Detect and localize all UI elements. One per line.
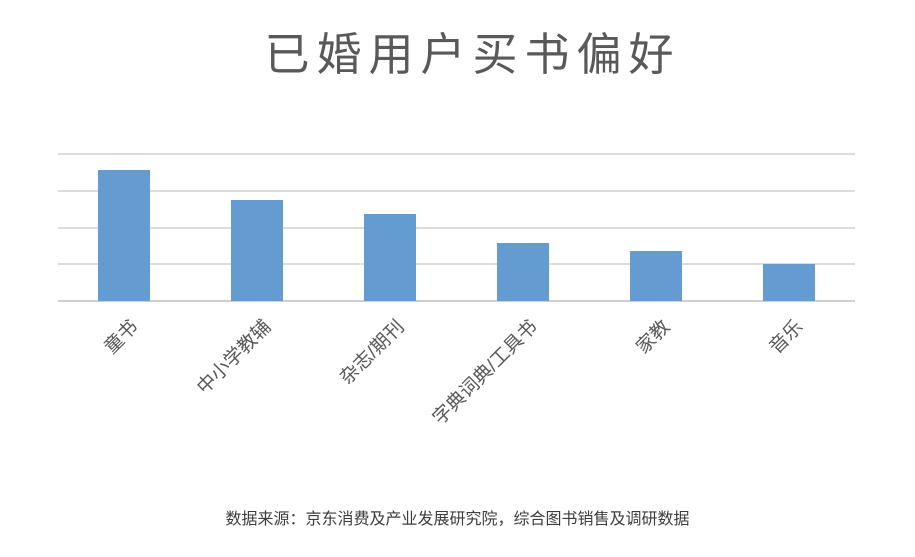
x-axis-line [58, 300, 855, 302]
gridline [58, 226, 855, 229]
bar [496, 242, 549, 301]
chart-title: 已婚用户买书偏好 [264, 29, 681, 80]
bar [629, 251, 682, 301]
category-label: 音乐 [765, 316, 807, 359]
data-source-note: 数据来源：京东消费及产业发展研究院，综合图书销售及调研数据 [225, 511, 690, 528]
category-label: 家教 [632, 316, 675, 359]
plot-area: 童书 中小学教辅 杂志/期刊 字典词典/工具书 家教 音乐 [58, 153, 855, 429]
bar [762, 263, 815, 301]
bar [364, 213, 417, 301]
gridline [58, 263, 855, 266]
gridline [58, 189, 855, 192]
gridline [58, 153, 855, 155]
category-label: 字典词典/工具书 [428, 316, 542, 430]
category-label: 童书 [101, 316, 143, 359]
category-label: 杂志/期刊 [336, 316, 409, 389]
bar [231, 199, 284, 301]
bar [98, 170, 151, 301]
category-label: 中小学教辅 [193, 316, 276, 399]
